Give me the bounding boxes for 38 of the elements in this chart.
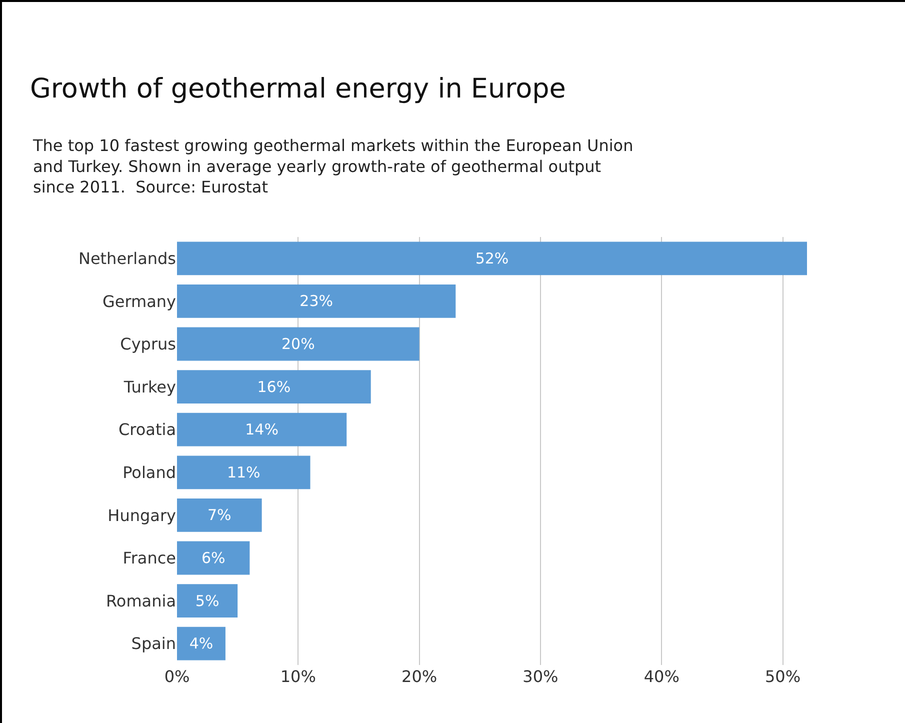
- y-tick-label: Poland: [122, 463, 176, 482]
- bar: [177, 327, 420, 361]
- x-tick-label: 40%: [644, 667, 680, 686]
- data-label: 20%: [281, 335, 315, 353]
- y-tick-label: Netherlands: [78, 249, 176, 268]
- data-label: 23%: [300, 292, 333, 310]
- chart-subtitle: The top 10 fastest growing geothermal markets within the European Union and Turkey. Shown in average yearly growth-rate of geothermal output since 2011. Source: Eurostat: [32, 136, 634, 197]
- data-label: 6%: [201, 549, 226, 567]
- y-tick-label: Germany: [102, 292, 176, 311]
- bar: [177, 412, 347, 446]
- bar: [177, 541, 250, 575]
- data-label: 7%: [208, 506, 232, 524]
- y-tick-label: Romania: [106, 591, 176, 610]
- bar: [177, 626, 226, 660]
- y-tick-label: France: [122, 548, 176, 568]
- data-label: 16%: [257, 378, 291, 396]
- data-label: 4%: [189, 634, 214, 653]
- x-tick-label: 30%: [522, 667, 558, 686]
- x-tick-label: 0%: [164, 667, 190, 686]
- data-label: 52%: [475, 249, 509, 268]
- y-tick-label: Cyprus: [120, 334, 176, 354]
- y-tick-label: Croatia: [118, 420, 176, 440]
- bar: [177, 498, 262, 532]
- y-tick-label: Hungary: [108, 506, 176, 525]
- x-tick-label: 50%: [764, 667, 801, 686]
- y-tick-label: Turkey: [122, 377, 176, 396]
- bar: [177, 584, 238, 618]
- data-label: 5%: [195, 592, 220, 610]
- y-tick-label: Spain: [131, 634, 176, 654]
- bar: [177, 242, 807, 276]
- bar: [177, 370, 371, 404]
- chart-title: Growth of geothermal energy in Europe: [30, 73, 566, 104]
- bar: [177, 284, 456, 318]
- x-tick-label: 20%: [402, 667, 438, 686]
- data-label: 11%: [226, 463, 260, 482]
- bar: [177, 456, 310, 490]
- x-tick-label: 10%: [280, 667, 316, 686]
- data-label: 14%: [245, 420, 278, 439]
